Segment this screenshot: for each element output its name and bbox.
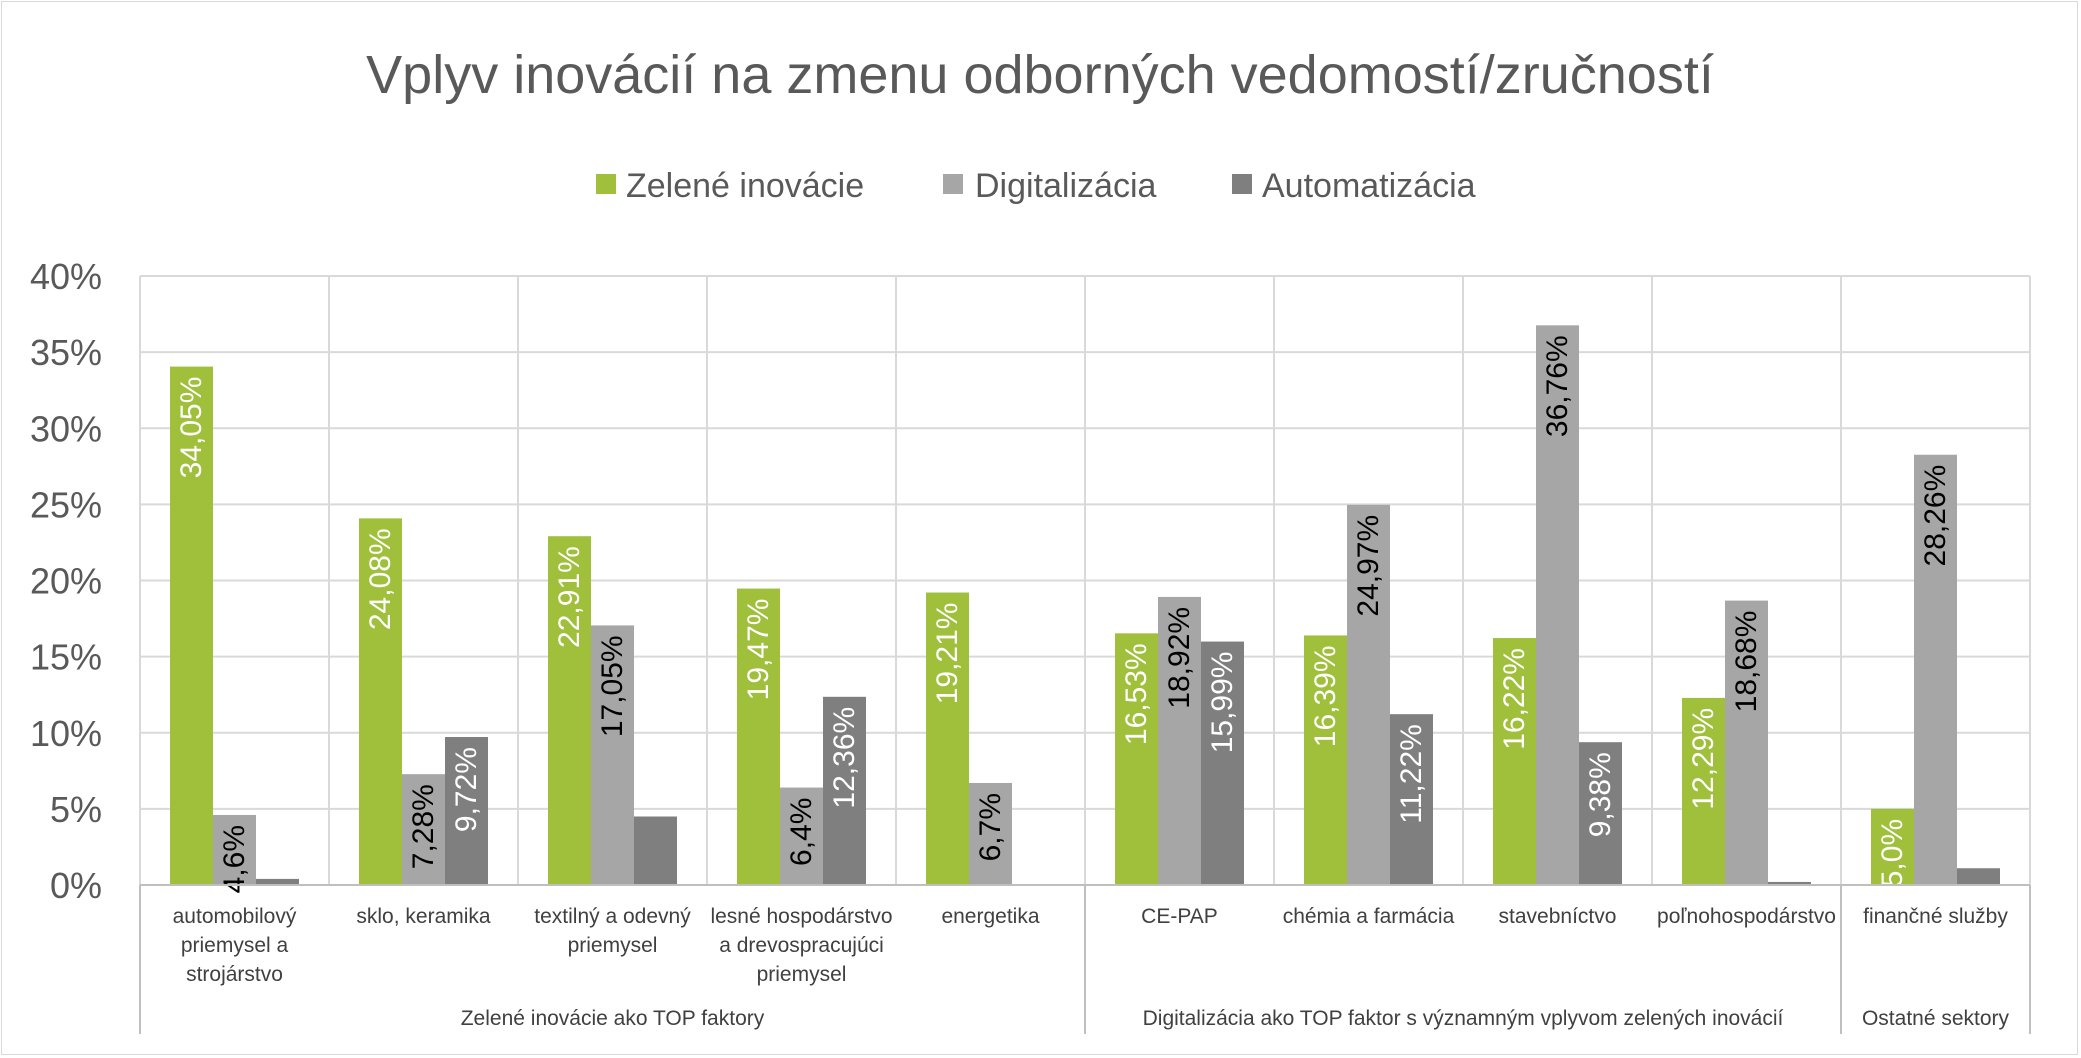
- bar-automatizacia: [634, 816, 677, 885]
- y-tick-label: 30%: [30, 408, 102, 449]
- y-tick-label: 0%: [50, 865, 102, 906]
- chart-title: Vplyv inovácií na zmenu odborných vedomo…: [366, 45, 1714, 105]
- bar-automatizacia: [1579, 742, 1622, 885]
- bar-automatizacia: [1201, 641, 1244, 885]
- bar-zelene: [1871, 808, 1914, 885]
- x-category-label: priemysel a: [181, 934, 289, 957]
- data-label: 12,29%: [1687, 708, 1720, 810]
- data-label: 24,97%: [1352, 515, 1385, 617]
- axes: 0% 5% 10% 15% 20% 25% 30% 35% 40% automobilový pri…: [30, 256, 2031, 1034]
- grid-lines: [139, 275, 2031, 885]
- data-label: 34,05%: [175, 377, 208, 479]
- data-label: 18,92%: [1163, 607, 1196, 709]
- x-group-label: Ostatné sektory: [1862, 1007, 2010, 1030]
- legend-swatch-zelene: [596, 174, 616, 194]
- bar-automatizacia: [256, 878, 299, 885]
- bar-digitalizacia: [591, 625, 634, 885]
- data-label: 7,28%: [407, 784, 440, 869]
- data-labels: 34,05% 24,08% 22,91% 19,47% 19,21% 16,53% 16,3…: [175, 335, 1952, 893]
- bar-digitalizacia: [780, 787, 823, 885]
- bar-automatizacia: [823, 696, 866, 885]
- legend-label-digitalizacia: Digitalizácia: [975, 167, 1156, 205]
- bar-automatizacia: [445, 737, 488, 885]
- data-label: 6,4%: [785, 798, 818, 866]
- data-label: 9,72%: [450, 747, 483, 832]
- x-category-label: priemysel: [757, 963, 847, 986]
- bar-zelene: [1304, 635, 1347, 885]
- bar-automatizacia: [1957, 868, 2000, 885]
- bar-zelene: [548, 536, 591, 885]
- bar-digitalizacia: [1725, 600, 1768, 885]
- bar-zelene: [1493, 638, 1536, 885]
- data-label: 9,38%: [1584, 752, 1617, 837]
- bar-automatizacia: [1768, 881, 1811, 885]
- bar-zelene: [359, 518, 402, 885]
- x-category-label: CE-PAP: [1141, 905, 1218, 928]
- bar-zelene: [170, 366, 213, 885]
- y-tick-label: 10%: [30, 713, 102, 754]
- x-category-label: finančné služby: [1863, 905, 2008, 928]
- data-label: 6,7%: [974, 793, 1007, 861]
- data-label: 12,36%: [828, 707, 861, 809]
- data-label: 28,26%: [1919, 465, 1952, 567]
- bar-zelene: [737, 588, 780, 885]
- bar-digitalizacia: [1536, 325, 1579, 886]
- y-tick-label: 35%: [30, 332, 102, 373]
- data-label: 5,0%: [1876, 819, 1909, 887]
- data-label: 19,47%: [742, 599, 775, 701]
- bar-zelene: [1115, 633, 1158, 885]
- y-tick-label: 15%: [30, 637, 102, 678]
- data-label: 24,08%: [364, 528, 397, 630]
- y-tick-label: 5%: [50, 789, 102, 830]
- bar-zelene: [926, 592, 969, 885]
- legend-label-zelene: Zelené inovácie: [626, 167, 864, 205]
- bar-digitalizacia: [1347, 504, 1390, 885]
- legend-item-automatizacia[interactable]: Automatizácia: [1232, 167, 1476, 205]
- y-tick-label: 20%: [30, 561, 102, 602]
- legend-item-zelene[interactable]: Zelené inovácie: [596, 167, 864, 205]
- data-label: 16,53%: [1120, 643, 1153, 745]
- x-category-label: chémia a farmácia: [1283, 905, 1455, 928]
- bar-automatizacia: [1390, 714, 1433, 885]
- x-category-label: automobilový: [173, 905, 297, 928]
- legend-swatch-automatizacia: [1232, 174, 1252, 194]
- bar-zelene: [1682, 697, 1725, 885]
- x-group-label: Digitalizácia ako TOP faktor s významným…: [1143, 1007, 1784, 1030]
- data-label: 19,21%: [931, 603, 964, 705]
- x-category-label: a drevospracujúci: [719, 934, 884, 957]
- legend: Zelené inovácie Digitalizácia Automatizá…: [596, 167, 1476, 205]
- x-category-label: lesné hospodárstvo: [710, 905, 892, 928]
- x-category-label: poľnohospodárstvo: [1657, 905, 1836, 928]
- y-tick-label: 25%: [30, 484, 102, 525]
- bar-digitalizacia: [213, 814, 256, 885]
- x-category-label: textilný a odevný: [534, 905, 691, 928]
- x-category-label: priemysel: [568, 934, 658, 957]
- x-category-label: sklo, keramika: [356, 905, 491, 928]
- bar-digitalizacia: [1158, 596, 1201, 885]
- data-label: 16,39%: [1309, 645, 1342, 747]
- legend-label-automatizacia: Automatizácia: [1262, 167, 1476, 205]
- bar-digitalizacia: [402, 774, 445, 885]
- x-category-label: strojárstvo: [186, 963, 283, 986]
- bar-digitalizacia: [969, 782, 1012, 885]
- bar-digitalizacia: [1914, 454, 1957, 885]
- legend-swatch-digitalizacia: [943, 174, 963, 194]
- bars: [170, 325, 2000, 886]
- data-label: 36,76%: [1541, 335, 1574, 437]
- x-category-label: energetika: [941, 905, 1039, 928]
- data-label: 15,99%: [1206, 652, 1239, 754]
- data-label: 4,6%: [218, 825, 251, 893]
- data-label: 22,91%: [553, 546, 586, 648]
- data-label: 18,68%: [1730, 611, 1763, 713]
- legend-item-digitalizacia[interactable]: Digitalizácia: [943, 167, 1156, 205]
- data-label: 16,22%: [1498, 648, 1531, 750]
- x-group-label: Zelené inovácie ako TOP faktory: [461, 1007, 765, 1030]
- data-label: 17,05%: [596, 635, 629, 737]
- x-category-label: stavebníctvo: [1499, 905, 1617, 928]
- data-label: 11,22%: [1395, 724, 1428, 824]
- y-tick-label: 40%: [30, 256, 102, 297]
